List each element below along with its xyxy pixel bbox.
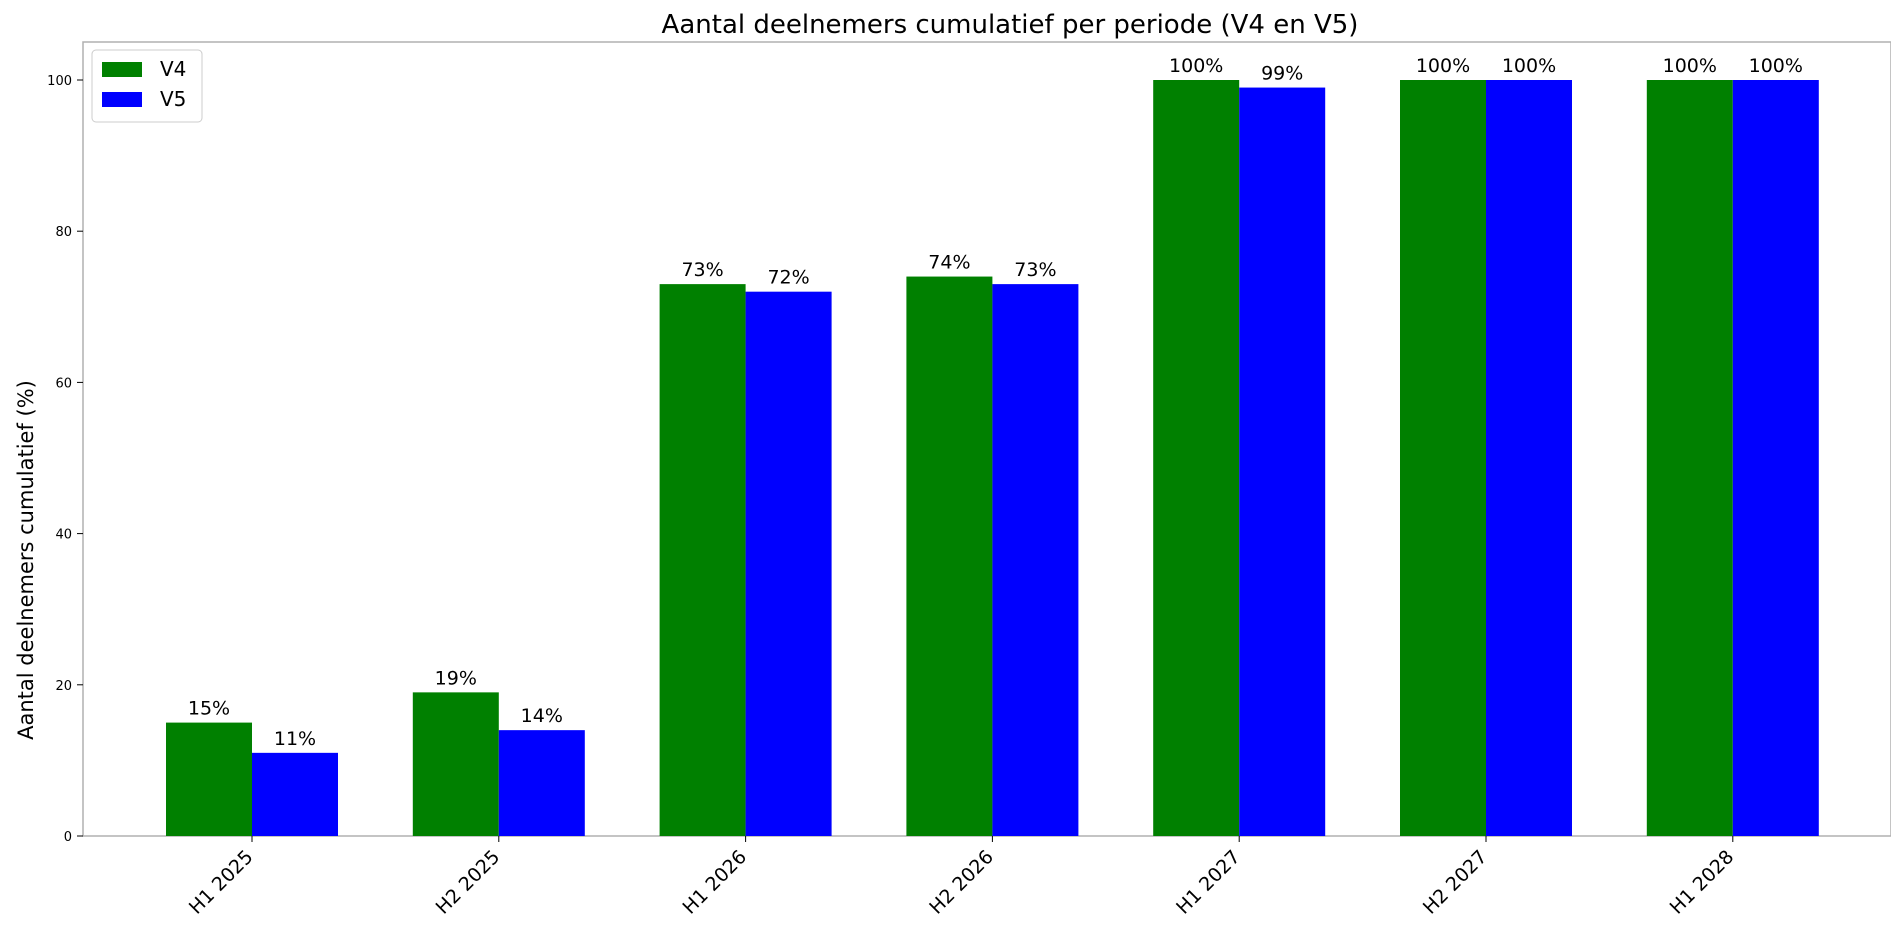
bar-v4-h2-2026 (906, 277, 992, 836)
bar-v4-h1-2026 (660, 284, 746, 836)
bar-v4-h1-2025 (166, 723, 252, 836)
y-tick-label: 80 (55, 225, 72, 240)
legend: V4 V5 (92, 50, 202, 122)
data-label-v5: 14% (521, 705, 563, 727)
data-label-v5: 100% (1749, 55, 1803, 77)
bar-v5-h2-2025 (499, 730, 585, 836)
bar-v5-h2-2026 (992, 284, 1078, 836)
bar-v5-h1-2027 (1239, 88, 1325, 836)
bar-v4-h2-2027 (1400, 80, 1486, 836)
y-tick-label: 100 (47, 74, 72, 89)
bar-v5-h1-2028 (1733, 80, 1819, 836)
data-label-v5: 73% (1014, 259, 1056, 281)
data-label-v4: 19% (435, 667, 477, 689)
y-tick-label: 20 (55, 679, 72, 694)
x-tick-label: H2 2025 (432, 846, 505, 919)
data-label-v4: 15% (188, 698, 230, 720)
data-label-v5: 99% (1261, 63, 1303, 85)
y-tick-label: 0 (64, 830, 72, 845)
data-label-v4: 73% (681, 259, 723, 281)
bar-v5-h2-2027 (1486, 80, 1572, 836)
x-axis-ticks: H1 2025 H2 2025 H1 2026 H2 2026 H1 2027 H2 20… (185, 836, 1738, 919)
x-tick-label: H2 2026 (925, 846, 998, 919)
legend-swatch-v5 (102, 92, 142, 107)
y-axis-ticks: 0 20 40 60 80 100 (47, 74, 83, 845)
x-tick-label: H2 2027 (1419, 846, 1492, 919)
data-label-v4: 74% (928, 252, 970, 274)
y-axis-label: Aantal deelnemers cumulatief (%) (14, 380, 38, 740)
bar-v4-h2-2025 (413, 692, 499, 836)
data-label-v5: 100% (1502, 55, 1556, 77)
x-tick-label: H1 2027 (1172, 846, 1245, 919)
bars (166, 80, 1819, 836)
x-tick-label: H1 2028 (1666, 846, 1739, 919)
bar-v4-h1-2028 (1647, 80, 1733, 836)
x-tick-label: H1 2026 (678, 846, 751, 919)
y-tick-label: 60 (55, 376, 72, 391)
data-label-v4: 100% (1416, 55, 1470, 77)
data-label-v4: 100% (1663, 55, 1717, 77)
y-tick-label: 40 (55, 528, 72, 543)
chart-title: Aantal deelnemers cumulatief per periode… (662, 10, 1359, 40)
x-tick-label: H1 2025 (185, 846, 258, 919)
legend-label-v5: V5 (160, 87, 186, 111)
bar-v5-h1-2025 (252, 753, 338, 836)
data-label-v5: 72% (767, 267, 809, 289)
bar-v5-h1-2026 (746, 292, 832, 836)
data-label-v5: 11% (274, 728, 316, 750)
legend-label-v4: V4 (160, 57, 186, 81)
data-label-v4: 100% (1169, 55, 1223, 77)
legend-swatch-v4 (102, 62, 142, 77)
bar-v4-h1-2027 (1153, 80, 1239, 836)
